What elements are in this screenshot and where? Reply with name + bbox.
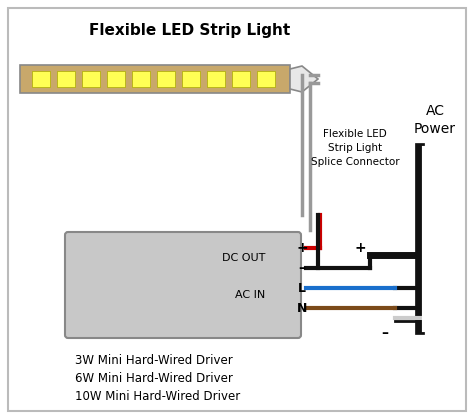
Bar (257, 71, 275, 87)
FancyBboxPatch shape (65, 232, 301, 338)
Polygon shape (290, 66, 318, 92)
Text: Flexible LED Strip Light: Flexible LED Strip Light (90, 23, 291, 37)
Bar (232, 71, 250, 87)
Text: +: + (296, 241, 308, 255)
Text: –: – (299, 261, 306, 275)
Text: AC
Power: AC Power (414, 104, 456, 136)
Bar (182, 71, 200, 87)
Bar (20, 65, 290, 93)
Bar (132, 71, 150, 87)
Bar (82, 71, 100, 87)
Text: L: L (298, 282, 306, 295)
Text: 3W Mini Hard-Wired Driver: 3W Mini Hard-Wired Driver (75, 354, 233, 367)
Text: N: N (297, 302, 307, 315)
Text: 6W Mini Hard-Wired Driver: 6W Mini Hard-Wired Driver (75, 372, 233, 385)
Bar (57, 71, 75, 87)
Text: –: – (382, 326, 389, 340)
Bar (157, 71, 175, 87)
Bar (32, 71, 50, 87)
Text: +: + (354, 241, 366, 255)
Text: 10W Mini Hard-Wired Driver: 10W Mini Hard-Wired Driver (75, 390, 240, 403)
Text: AC IN: AC IN (235, 290, 265, 300)
Bar (107, 71, 125, 87)
Text: Flexible LED
Strip Light
Splice Connector: Flexible LED Strip Light Splice Connecto… (310, 129, 399, 167)
Bar (207, 71, 225, 87)
Text: DC OUT: DC OUT (222, 253, 265, 263)
